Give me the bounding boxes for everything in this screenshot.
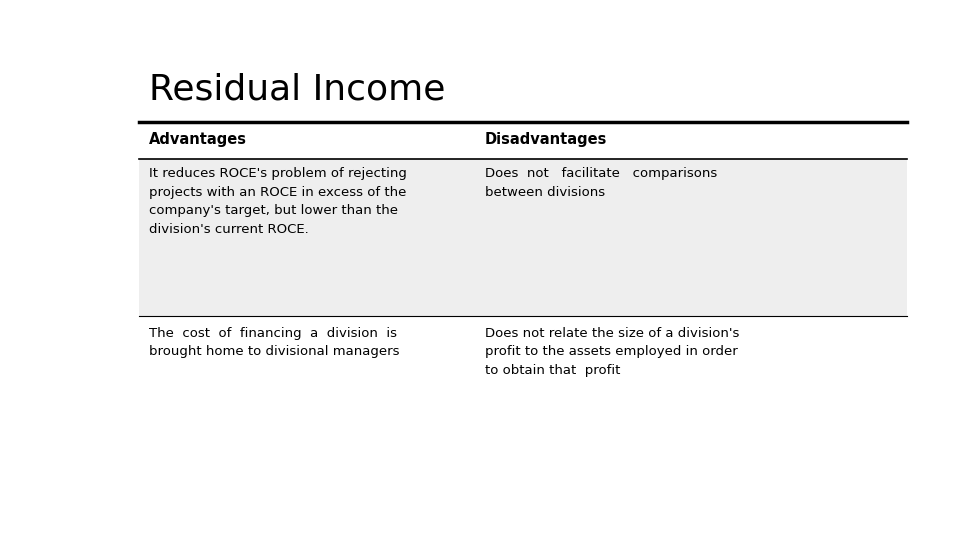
Text: Does  not   facilitate   comparisons
between divisions: Does not facilitate comparisons between …: [485, 167, 717, 199]
Text: Advantages: Advantages: [149, 132, 247, 147]
Text: Does not relate the size of a division's
profit to the assets employed in order
: Does not relate the size of a division's…: [485, 327, 739, 377]
Text: It reduces ROCE's problem of rejecting
projects with an ROCE in excess of the
co: It reduces ROCE's problem of rejecting p…: [149, 167, 407, 236]
Text: The  cost  of  financing  a  division  is
brought home to divisional managers: The cost of financing a division is brou…: [149, 327, 399, 358]
Bar: [139, 159, 907, 316]
Text: Residual Income: Residual Income: [149, 73, 445, 107]
Text: Disadvantages: Disadvantages: [485, 132, 607, 147]
